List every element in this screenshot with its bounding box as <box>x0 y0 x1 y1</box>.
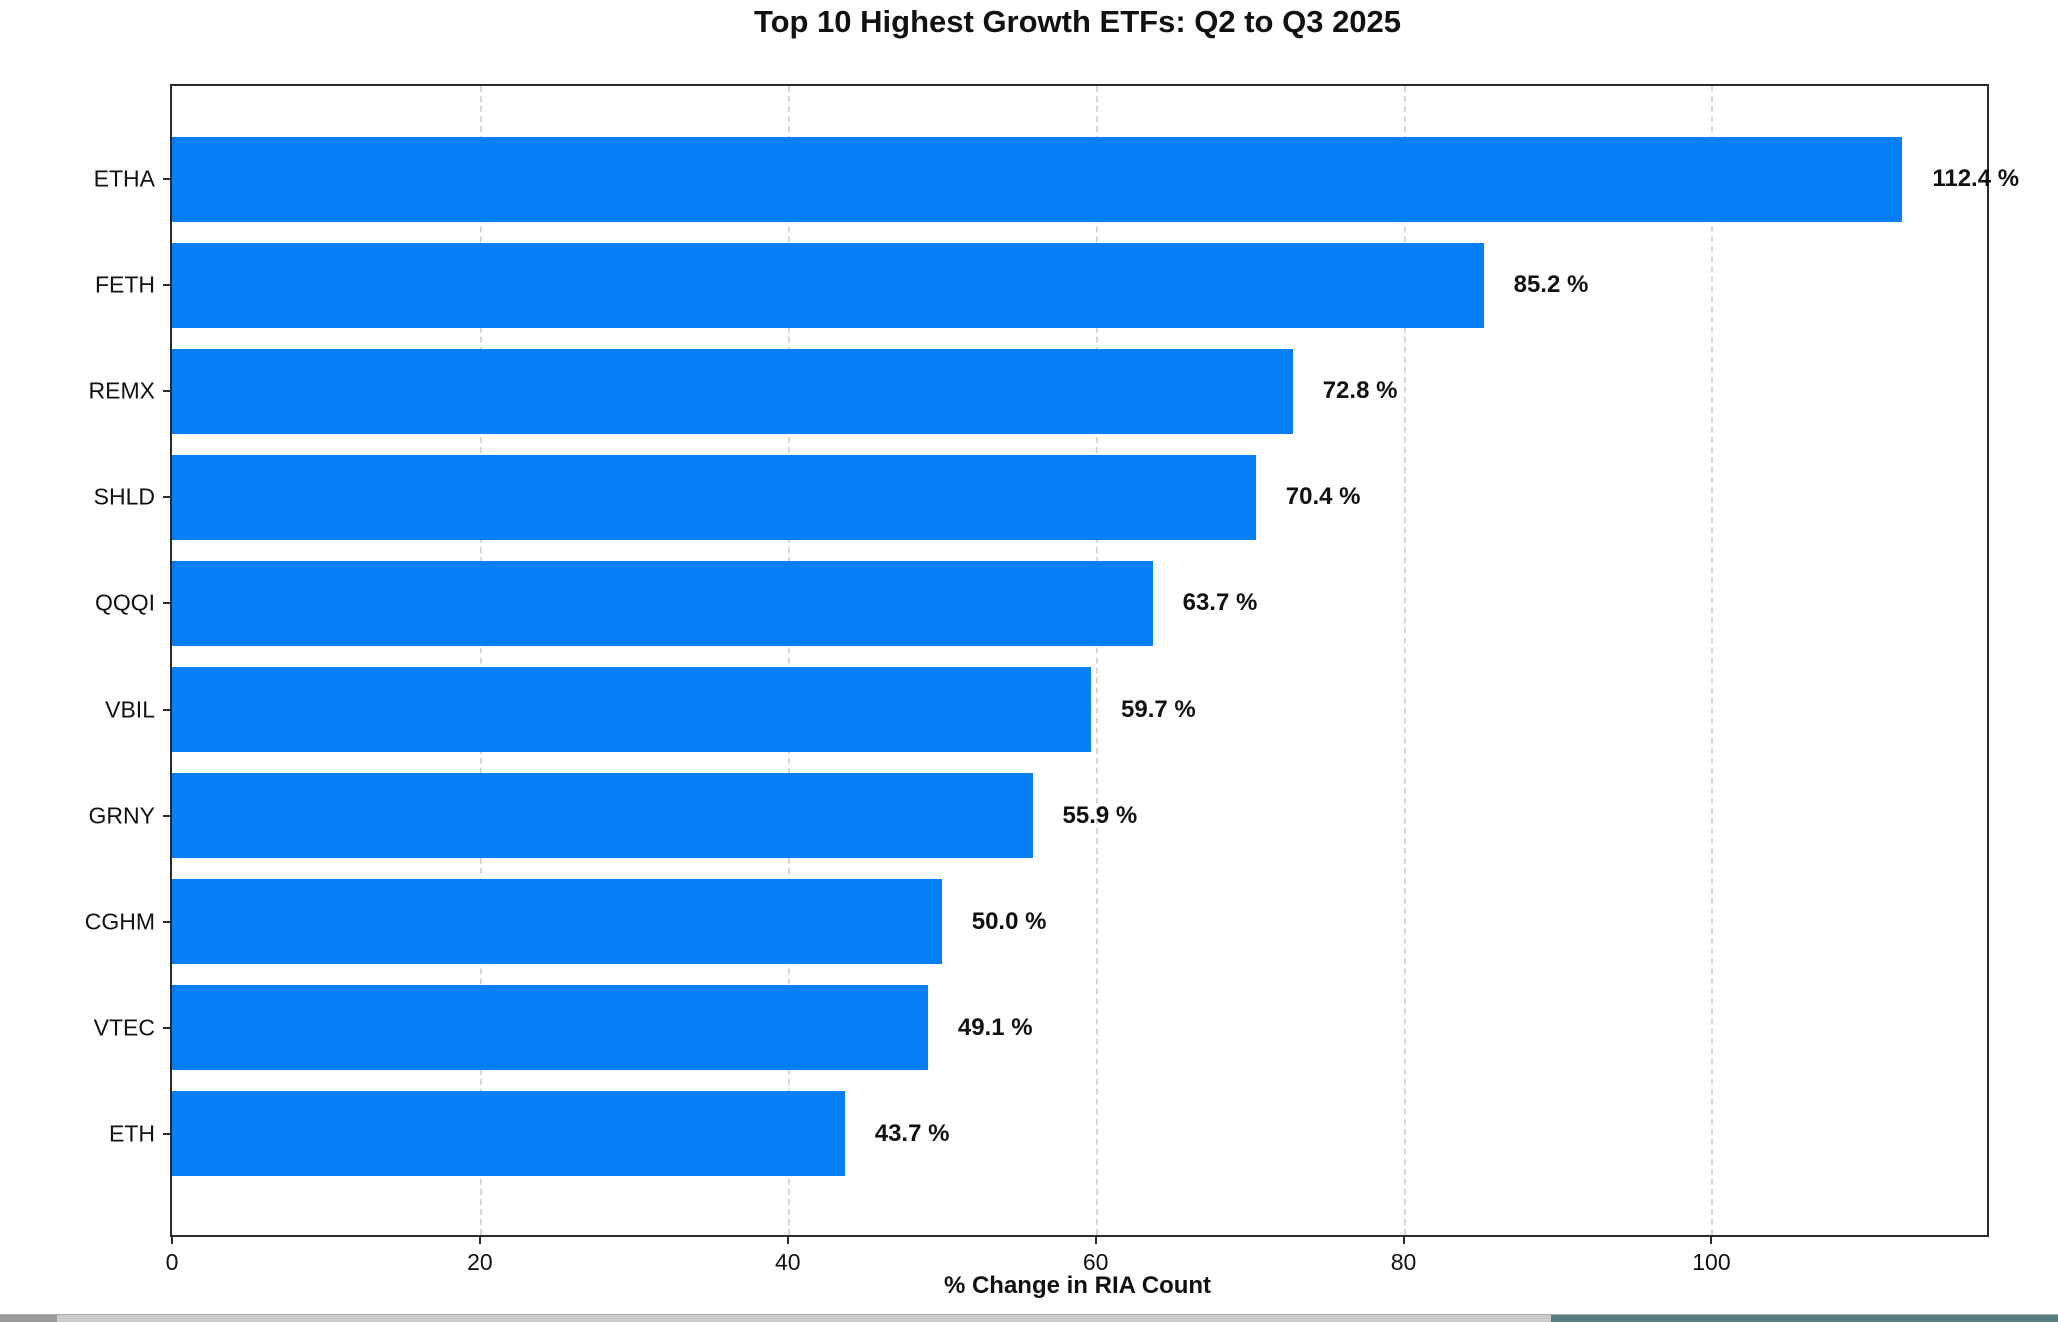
y-tick-mark-etha <box>163 178 172 180</box>
gridline-x-100 <box>1711 86 1714 1235</box>
x-tick-label-80: 80 <box>1390 1249 1417 1275</box>
gridline-x-20 <box>479 86 482 1235</box>
bar-shld <box>172 454 1256 540</box>
horizontal-scrollbar-thumb[interactable] <box>1551 1315 2058 1322</box>
y-tick-mark-qqqi <box>163 602 172 605</box>
x-tick-mark-20 <box>478 1235 481 1244</box>
y-tick-mark-cghm <box>163 920 172 923</box>
bar-value-label-shld: 70.4 % <box>1285 483 1361 511</box>
bar-value-label-eth: 43.7 % <box>874 1119 950 1147</box>
bar-vtec <box>172 985 928 1071</box>
bar-value-label-feth: 85.2 % <box>1513 271 1589 299</box>
y-category-label-etha: ETHA <box>93 165 155 192</box>
bars-layer: ETHA 112.4 % FETH 85.2 % REMX 72.8 % SHLD 70.4 … <box>85 86 2019 1235</box>
y-category-label-shld: SHLD <box>93 483 155 510</box>
x-tick-label-0: 0 <box>165 1249 179 1275</box>
horizontal-scrollbar-track[interactable] <box>0 1314 2058 1322</box>
x-tick-mark-80 <box>1402 1235 1405 1244</box>
bar-value-label-etha: 112.4 % <box>1932 165 2020 192</box>
y-tick-mark-vtec <box>163 1026 172 1029</box>
plot-area: ETHA 112.4 % FETH 85.2 % REMX 72.8 % SHLD 70.4 … <box>85 84 2019 1275</box>
bar-cghm <box>172 879 942 965</box>
y-category-label-grny: GRNY <box>88 802 155 829</box>
y-category-label-eth: ETH <box>109 1120 155 1147</box>
y-tick-mark-eth <box>163 1132 172 1135</box>
y-category-label-remx: REMX <box>88 377 155 404</box>
bar-value-label-qqqi: 63.7 % <box>1182 589 1258 617</box>
bar-value-label-vbil: 59.7 % <box>1121 695 1196 723</box>
x-tick-label-40: 40 <box>774 1249 801 1275</box>
x-tick-mark-60 <box>1094 1235 1097 1244</box>
bar-remx <box>172 348 1293 434</box>
x-tick-label-20: 20 <box>467 1249 493 1275</box>
bar-value-label-vtec: 49.1 % <box>957 1013 1033 1041</box>
bar-grny <box>172 773 1033 859</box>
y-category-label-cghm: CGHM <box>84 908 155 935</box>
y-tick-mark-grny <box>163 814 172 817</box>
bar-etha <box>172 136 1903 222</box>
chart-title: Top 10 Highest Growth ETFs: Q2 to Q3 202… <box>753 4 1402 39</box>
bar-qqqi <box>172 560 1153 646</box>
y-category-label-qqqi: QQQI <box>94 589 155 616</box>
gridline-x-60 <box>1095 86 1098 1235</box>
gridline-x-80 <box>1403 86 1406 1235</box>
x-tick-mark-40 <box>786 1235 789 1244</box>
bar-value-label-cghm: 50.0 % <box>971 907 1047 935</box>
gridline-layer <box>172 86 1987 1235</box>
scrollbar-left-cap <box>0 1315 57 1322</box>
y-tick-mark-shld <box>163 496 172 499</box>
bar-value-label-grny: 55.9 % <box>1062 801 1138 829</box>
y-tick-mark-feth <box>163 284 172 287</box>
x-axis-label: % Change in RIA Count <box>943 1272 1212 1299</box>
bar-feth <box>172 242 1484 328</box>
gridline-x-40 <box>787 86 790 1235</box>
y-category-label-feth: FETH <box>94 271 155 298</box>
y-tick-mark-vbil <box>163 708 172 711</box>
y-category-label-vtec: VTEC <box>93 1014 155 1041</box>
bar-vbil <box>172 667 1092 752</box>
bar-eth <box>172 1091 845 1177</box>
x-tick-label-60: 60 <box>1082 1249 1109 1275</box>
x-tick-mark-100 <box>1710 1235 1713 1244</box>
y-tick-mark-remx <box>163 390 172 393</box>
x-tick-label-100: 100 <box>1692 1249 1731 1275</box>
bar-value-label-remx: 72.8 % <box>1322 377 1398 405</box>
x-axis-layer: 0 20 40 60 80 100 <box>166 86 1987 1275</box>
x-tick-mark-0 <box>171 1235 173 1244</box>
y-category-label-vbil: VBIL <box>105 696 155 722</box>
